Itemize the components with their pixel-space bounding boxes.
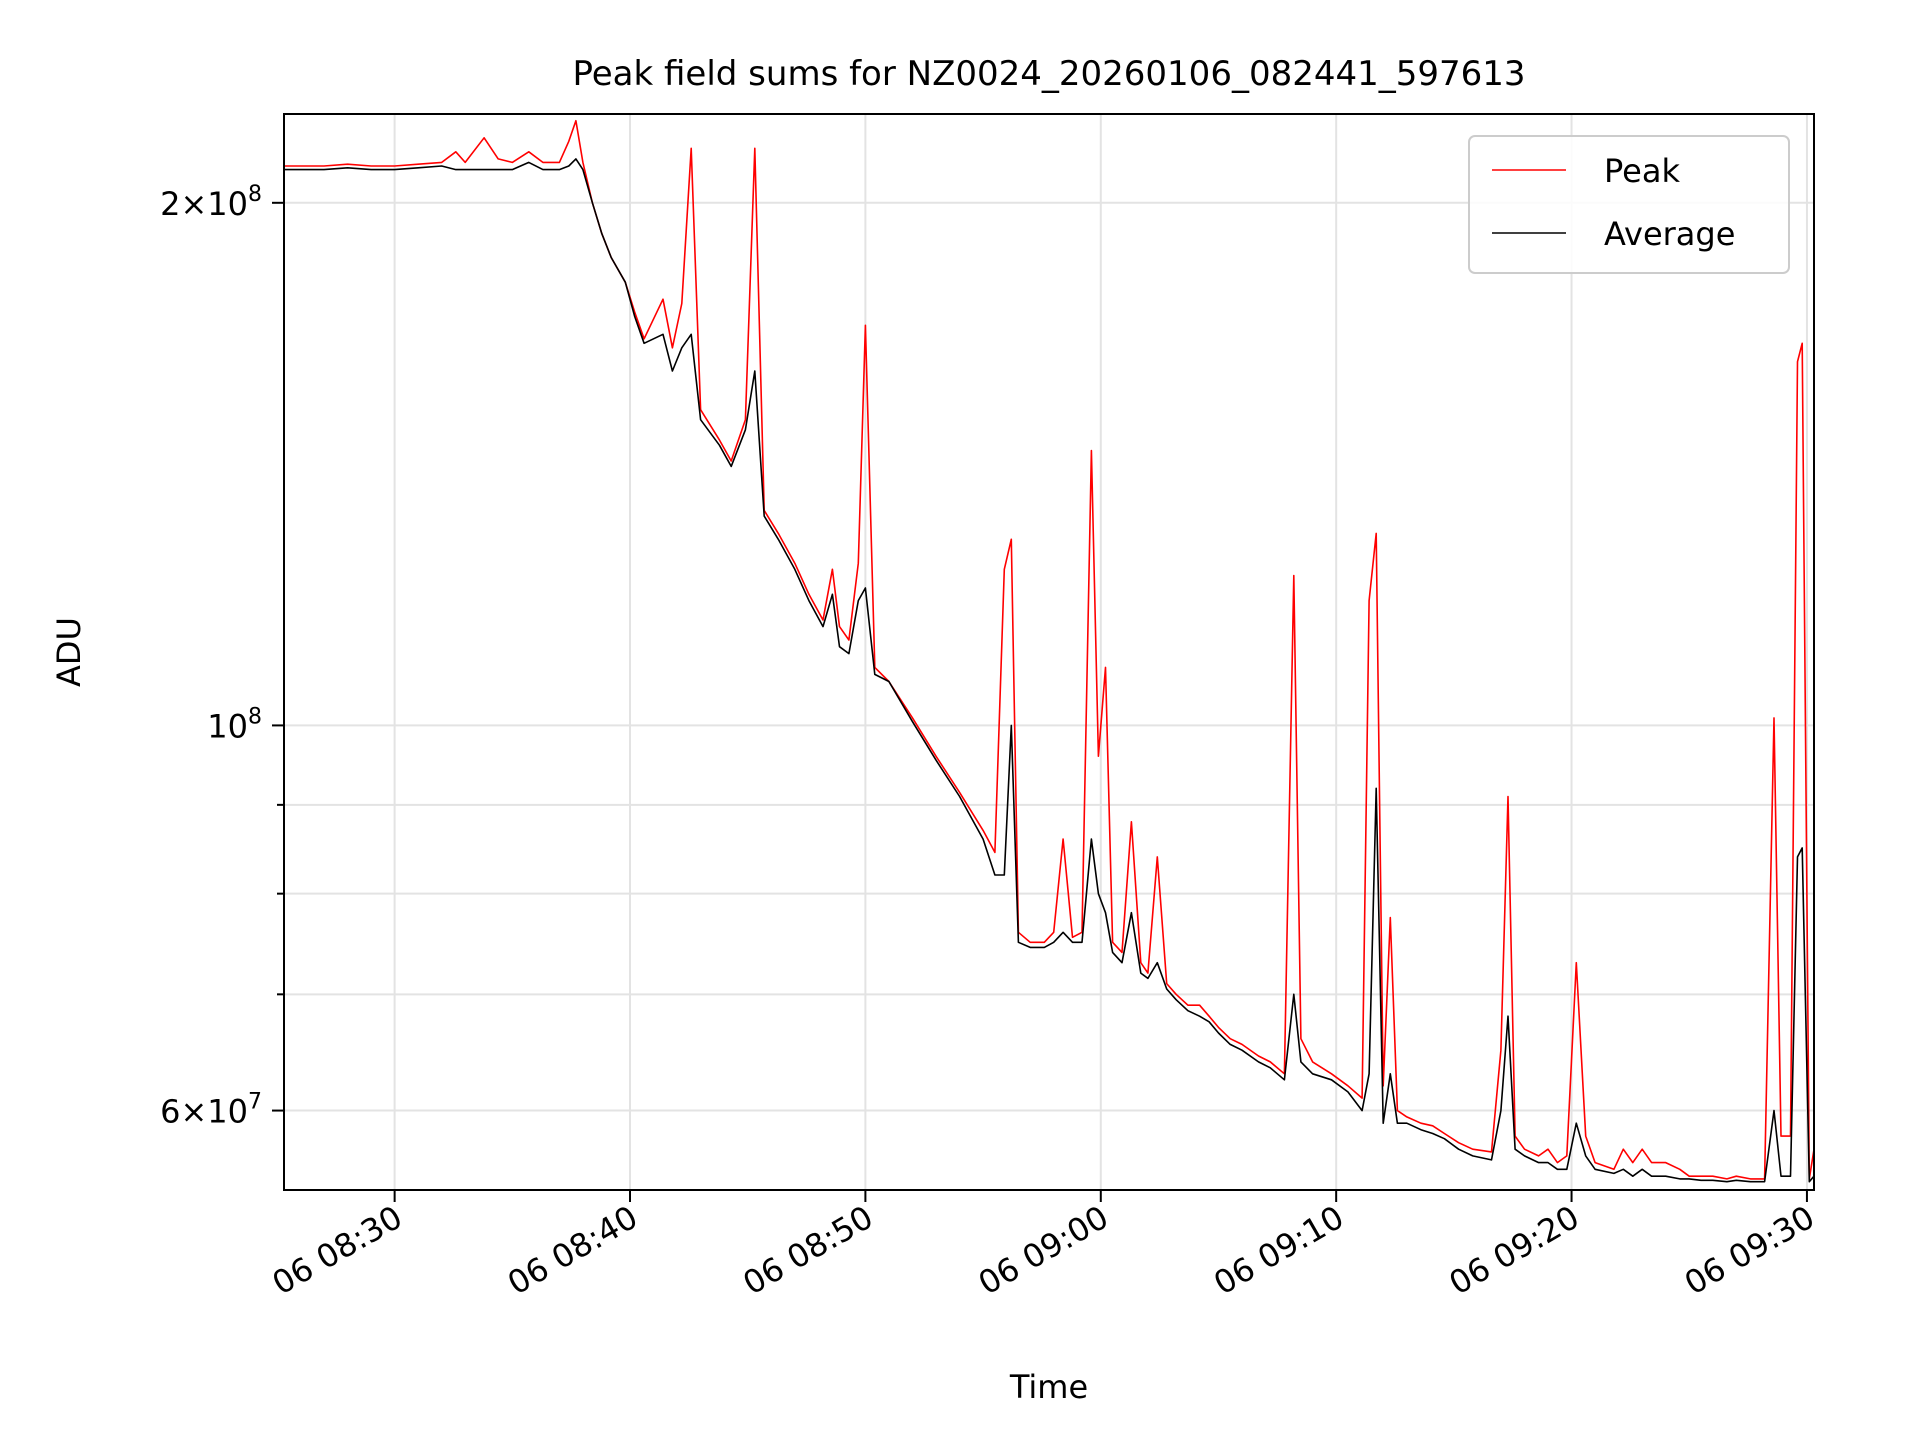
legend: Peak Average	[1468, 135, 1790, 274]
legend-average-label: Average	[1604, 215, 1735, 253]
series-line-average	[284, 158, 1814, 1183]
legend-peak-label: Peak	[1604, 152, 1680, 190]
y-axis-label: ADU	[50, 617, 88, 687]
y-tick-label: 6×107	[160, 1090, 262, 1131]
series-layer	[284, 119, 1814, 1183]
y-tick-label: 108	[207, 704, 262, 745]
plot-frame	[283, 113, 1815, 1191]
y-tick-label: 2×108	[160, 182, 262, 223]
chart-title: Peak field sums for NZ0024_20260106_0824…	[572, 54, 1525, 94]
x-axis-label: Time	[1009, 1368, 1088, 1406]
